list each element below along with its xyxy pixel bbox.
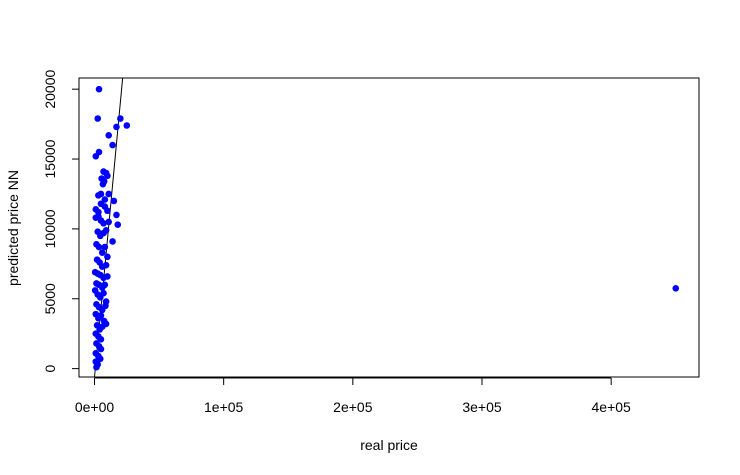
x-tick-label: 0e+00 xyxy=(75,399,115,415)
data-point xyxy=(95,243,103,251)
data-point xyxy=(109,141,116,149)
data-point xyxy=(94,115,102,122)
data-point xyxy=(113,211,120,219)
x-tick-label: 2e+05 xyxy=(333,399,373,415)
data-point xyxy=(113,123,120,131)
x-tick-label: 3e+05 xyxy=(462,399,502,415)
data-point xyxy=(105,218,113,226)
data-point xyxy=(104,253,111,261)
data-point xyxy=(100,220,107,227)
y-tick-label: 20000 xyxy=(42,70,58,109)
data-point xyxy=(105,131,113,139)
y-axis-title: predicted price NN xyxy=(5,170,21,286)
data-point xyxy=(97,335,105,343)
data-point xyxy=(97,345,105,353)
data-point xyxy=(123,122,131,129)
data-point xyxy=(102,261,110,269)
data-point xyxy=(100,289,107,297)
data-point xyxy=(97,312,105,319)
data-point xyxy=(105,190,113,198)
data-point xyxy=(104,207,111,215)
data-point xyxy=(101,196,109,203)
data-point xyxy=(110,197,118,205)
x-axis-title: real price xyxy=(360,437,418,453)
y-tick-label: 10000 xyxy=(42,209,58,248)
data-point xyxy=(104,172,111,180)
data-points-layer xyxy=(91,85,680,371)
data-point xyxy=(97,190,105,198)
x-tick-label: 1e+05 xyxy=(204,399,244,415)
data-point xyxy=(102,320,110,328)
data-point xyxy=(101,281,109,289)
data-point xyxy=(102,302,109,310)
x-axis: 0e+00 1e+05 2e+05 3e+05 4e+05 xyxy=(75,377,632,415)
data-point xyxy=(102,226,110,234)
data-point xyxy=(117,115,124,122)
y-axis: 0 5000 10000 15000 20000 xyxy=(42,70,80,373)
data-point xyxy=(109,238,116,245)
y-tick-label: 15000 xyxy=(42,139,58,178)
data-point xyxy=(95,85,103,93)
data-point xyxy=(98,249,106,256)
data-point xyxy=(101,243,109,251)
data-point xyxy=(99,180,107,188)
data-point xyxy=(104,273,111,280)
y-tick-label: 5000 xyxy=(42,283,58,314)
x-tick-label: 4e+05 xyxy=(592,399,632,415)
data-point xyxy=(93,363,100,371)
y-tick-label: 0 xyxy=(42,365,58,373)
data-point xyxy=(95,148,103,156)
data-point xyxy=(672,284,680,292)
data-point xyxy=(114,221,122,229)
plot-frame xyxy=(78,77,700,378)
